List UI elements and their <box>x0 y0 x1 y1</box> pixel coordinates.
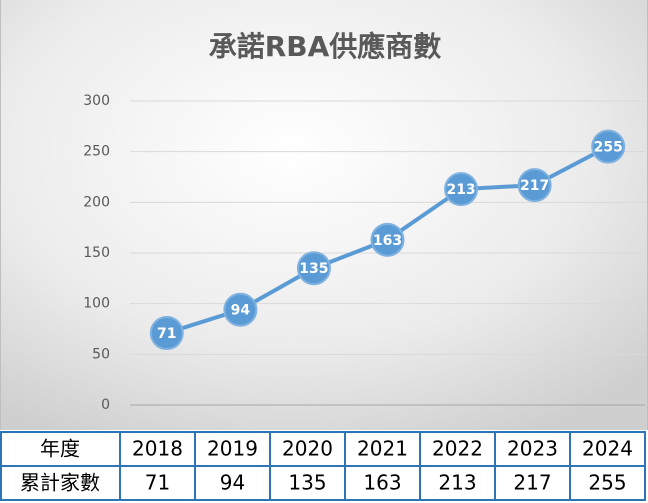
table-year: 2020 <box>282 437 333 461</box>
marker <box>517 168 552 203</box>
chart-title: 承諾RBA供應商數 <box>209 30 442 63</box>
y-tick-label: 50 <box>92 346 110 362</box>
chart-background <box>0 0 648 430</box>
y-tick-label: 100 <box>83 296 110 312</box>
marker <box>444 172 479 207</box>
y-tick-label: 150 <box>83 245 110 261</box>
table-value: 255 <box>588 471 626 495</box>
data-label: 135 <box>299 261 328 277</box>
table-year: 2024 <box>582 437 633 461</box>
marker <box>296 251 331 286</box>
table-value: 135 <box>288 471 326 495</box>
table-value: 163 <box>363 471 401 495</box>
marker <box>223 292 258 327</box>
table-year: 2022 <box>432 437 483 461</box>
table-value: 94 <box>220 471 245 495</box>
marker <box>591 129 626 164</box>
y-tick-label: 250 <box>83 144 110 160</box>
table-year: 2018 <box>132 437 183 461</box>
table-year: 2021 <box>357 437 408 461</box>
marker <box>149 316 184 351</box>
data-label: 217 <box>520 178 549 194</box>
data-label: 255 <box>594 140 623 156</box>
data-label: 213 <box>446 182 475 198</box>
data-label: 94 <box>231 303 251 319</box>
table-value: 213 <box>438 471 476 495</box>
data-label: 71 <box>157 326 176 342</box>
table-header: 年度 <box>40 437 80 461</box>
y-tick-label: 0 <box>101 397 110 413</box>
marker <box>370 222 405 257</box>
table-value: 71 <box>145 471 170 495</box>
table-year: 2023 <box>507 437 558 461</box>
table-header: 累計家數 <box>20 471 100 495</box>
data-label: 163 <box>373 233 402 249</box>
table-year: 2019 <box>207 437 258 461</box>
y-tick-label: 200 <box>83 194 110 210</box>
table-value: 217 <box>513 471 551 495</box>
y-tick-label: 300 <box>83 93 110 109</box>
